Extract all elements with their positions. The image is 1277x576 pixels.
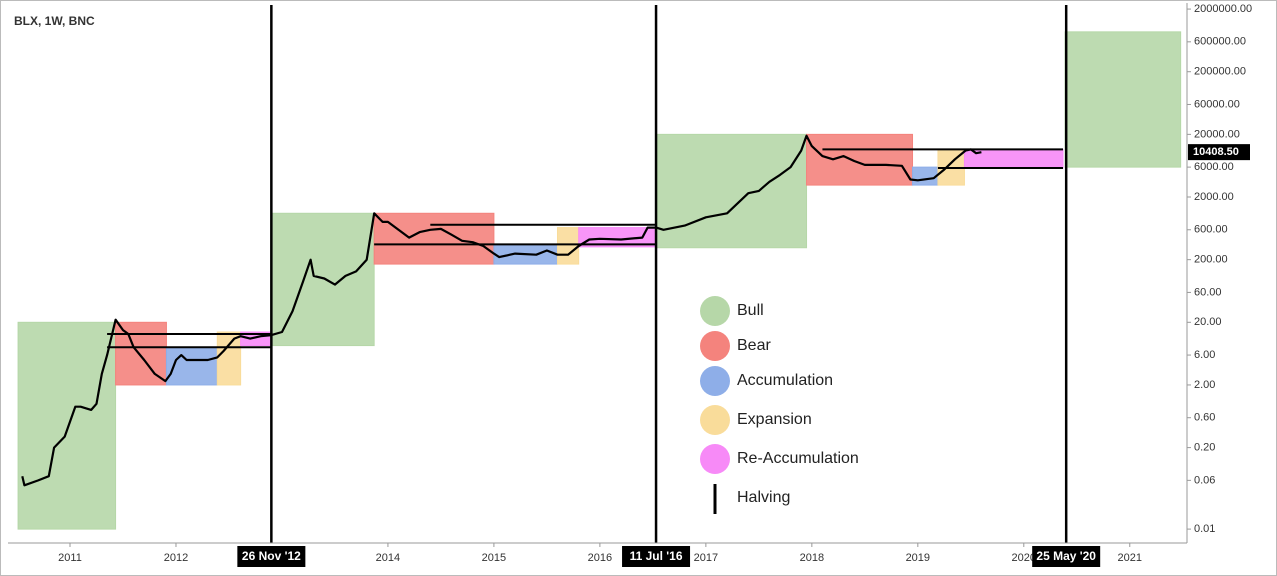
halving-tag [622, 546, 691, 567]
x-tick-label: 2019 [906, 552, 930, 564]
phase-box [216, 331, 242, 386]
x-tick-label: 2014 [376, 552, 400, 564]
phase-box [270, 212, 375, 347]
phase-box [115, 321, 167, 386]
phase-box [1064, 31, 1182, 168]
y-tick-label: 600000.00 [1194, 36, 1246, 48]
halving-tag [237, 546, 306, 567]
y-tick-label: 2.00 [1194, 379, 1215, 391]
legend-label: Halving [737, 489, 790, 506]
chart-title: BLX, 1W, BNC [14, 14, 95, 28]
halving-label: 25 May '20 [1036, 549, 1096, 563]
plot-lines [21, 5, 1068, 543]
y-tick-label: 0.01 [1194, 523, 1215, 535]
y-tick-label: 2000000.00 [1194, 3, 1252, 15]
x-tick-label: 2016 [588, 552, 612, 564]
halving-label: 11 Jul '16 [630, 549, 683, 563]
legend-swatch [700, 444, 730, 474]
x-tick-label: 2012 [164, 552, 188, 564]
y-tick-label: 2000.00 [1194, 191, 1234, 203]
halving-tag [1032, 546, 1101, 567]
phase-box [556, 227, 580, 265]
phase-box [655, 133, 808, 249]
price-tag-label: 10408.50 [1193, 146, 1239, 158]
legend-swatch [700, 366, 730, 396]
y-tick-label: 60000.00 [1194, 98, 1240, 110]
x-tick-label: 2020 [1012, 552, 1036, 564]
y-tick-label: 200000.00 [1194, 66, 1246, 78]
y-tick-label: 200.00 [1194, 254, 1228, 266]
legend-swatch [700, 331, 730, 361]
phase-boxes [17, 31, 1182, 530]
y-tick-label: 0.06 [1194, 474, 1215, 486]
phase-box [912, 166, 939, 186]
y-tick-label: 0.60 [1194, 412, 1215, 424]
legend-label: Expansion [737, 411, 812, 428]
legend-swatch [700, 405, 730, 435]
halving-label: 26 Nov '12 [242, 549, 301, 563]
x-tick-label: 2011 [58, 552, 82, 564]
legend-label: Bear [737, 337, 771, 354]
legend-swatch [700, 296, 730, 326]
y-tick-label: 20.00 [1194, 316, 1222, 328]
phase-box [17, 321, 117, 530]
y-tick-label: 20000.00 [1194, 128, 1240, 140]
y-tick-label: 600.00 [1194, 224, 1228, 236]
price-line [21, 134, 982, 487]
legend-label: Accumulation [737, 372, 833, 389]
x-tick-label: 2021 [1118, 552, 1142, 564]
x-tick-label: 2017 [694, 552, 718, 564]
overlay: 2000000.00 600000.00 200000.00 60000.00 2000… [58, 3, 1252, 567]
x-tick-label: 2015 [482, 552, 506, 564]
y-tick-label: 0.20 [1194, 442, 1215, 454]
y-tick-label: 6000.00 [1194, 161, 1234, 173]
legend-label: Bull [737, 302, 764, 319]
phase-box [806, 133, 914, 186]
y-tick-label: 60.00 [1194, 286, 1222, 298]
phase-box [373, 212, 495, 265]
legend-label: Re-Accumulation [737, 450, 859, 467]
x-tick-label: 2018 [800, 552, 824, 564]
price-tag [1188, 144, 1250, 161]
y-tick-label: 6.00 [1194, 349, 1215, 361]
